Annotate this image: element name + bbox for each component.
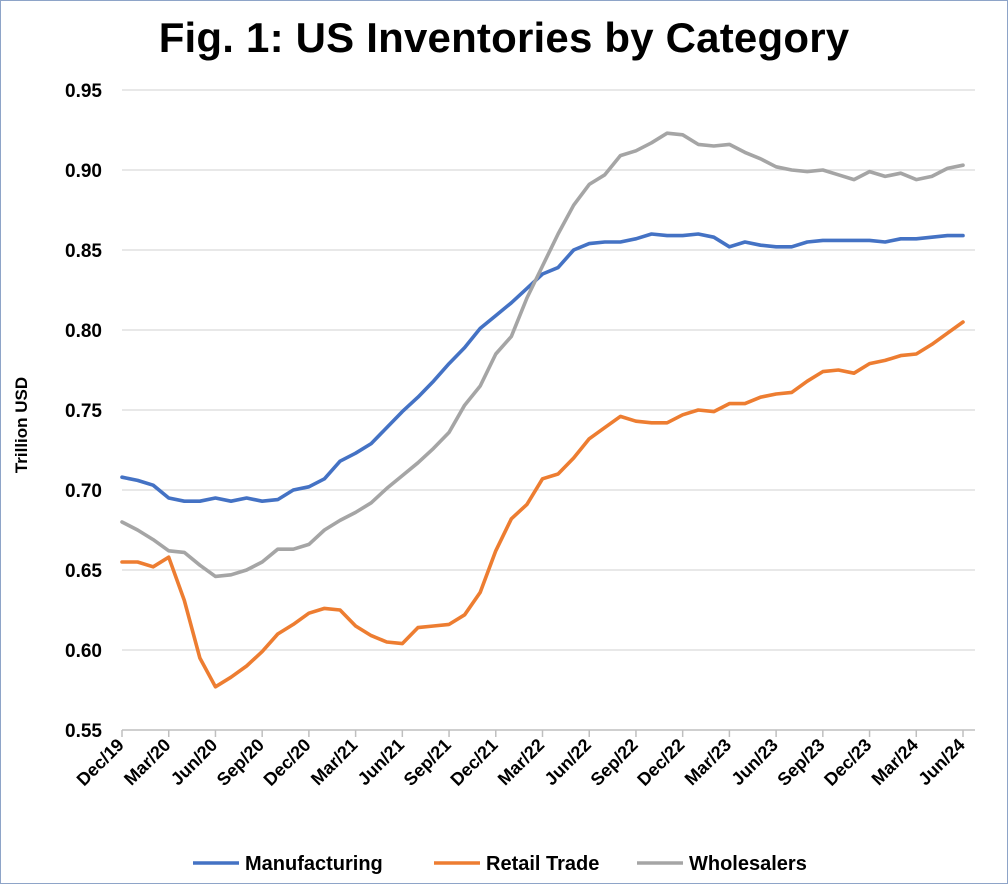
x-tick-label: Sep/20: [213, 735, 268, 790]
x-tick-label: Mar/21: [307, 735, 361, 789]
x-tick-label: Sep/22: [587, 735, 642, 790]
x-tick-label: Dec/22: [633, 735, 688, 790]
legend: Manufacturing Retail Trade Wholesalers: [193, 853, 807, 875]
x-tick-label: Mar/23: [681, 735, 735, 789]
series-lines: [120, 131, 965, 689]
y-axis-ticks: 0.55 0.60 0.65 0.70 0.75 0.80 0.85 0.90 0.95: [65, 81, 102, 742]
y-tick-label: 0.60: [65, 641, 102, 662]
chart-title: Fig. 1: US Inventories by Category: [158, 14, 850, 61]
x-tick-label: Dec/21: [446, 735, 501, 790]
x-tick-label: Jun/23: [727, 735, 781, 789]
x-tick-label: Sep/23: [773, 735, 828, 790]
series-line-retail-trade: [120, 320, 965, 689]
x-axis-ticks: Dec/19Mar/20Jun/20Sep/20Dec/20Mar/21Jun/…: [73, 730, 969, 790]
legend-label: Wholesalers: [689, 853, 807, 875]
y-tick-label: 0.65: [65, 561, 102, 582]
x-tick-label: Mar/22: [494, 735, 548, 789]
x-tick-label: Sep/21: [400, 735, 455, 790]
y-tick-label: 0.70: [65, 481, 102, 502]
y-tick-label: 0.90: [65, 161, 102, 182]
y-tick-label: 0.85: [65, 241, 102, 262]
y-tick-label: 0.75: [65, 401, 102, 422]
x-tick-label: Jun/24: [914, 735, 968, 789]
x-tick-label: Dec/23: [820, 735, 875, 790]
x-tick-label: Jun/21: [354, 735, 408, 789]
x-tick-label: Jun/22: [541, 735, 595, 789]
y-tick-label: 0.95: [65, 81, 102, 102]
x-tick-label: Mar/20: [120, 735, 174, 789]
series-line-wholesalers: [120, 131, 965, 579]
x-tick-label: Dec/20: [260, 735, 315, 790]
series-line-manufacturing: [120, 232, 965, 504]
y-tick-label: 0.55: [65, 721, 102, 742]
x-tick-label: Mar/24: [868, 735, 922, 789]
x-tick-label: Jun/20: [167, 735, 221, 789]
y-axis-label: Trillion USD: [12, 377, 31, 473]
legend-label: Retail Trade: [486, 853, 599, 875]
y-tick-label: 0.80: [65, 321, 102, 342]
x-tick-label: Dec/19: [73, 735, 128, 790]
legend-label: Manufacturing: [245, 853, 383, 875]
